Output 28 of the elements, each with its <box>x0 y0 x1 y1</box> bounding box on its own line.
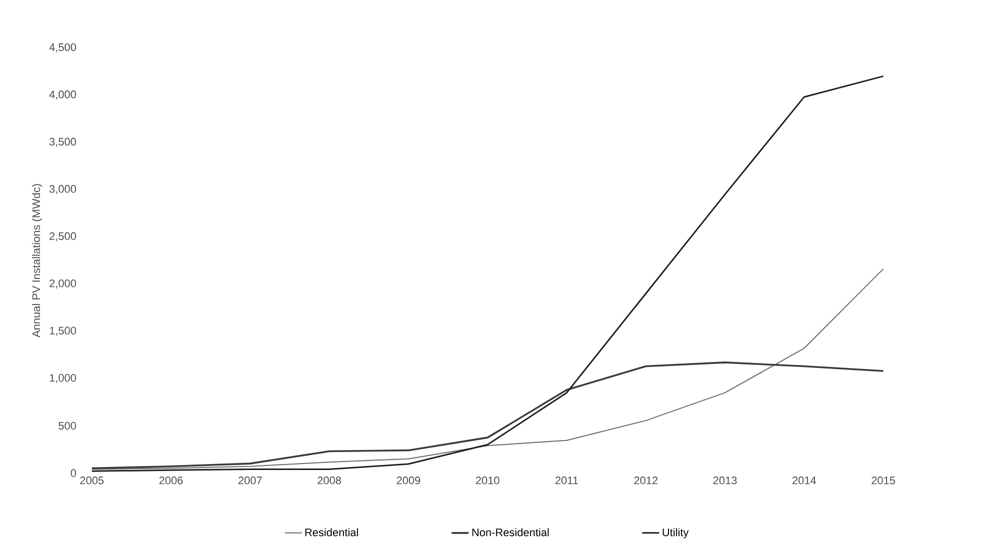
y-tick-label: 4,500 <box>49 43 76 52</box>
line-series <box>91 75 884 472</box>
y-tick-label: 4,000 <box>49 90 76 100</box>
x-tick-label: 2005 <box>80 476 104 484</box>
legend-label: Utility <box>662 528 689 538</box>
y-tick-label: 3,000 <box>49 185 76 194</box>
x-tick-label: 2007 <box>238 476 262 484</box>
line-series <box>90 362 884 470</box>
x-tick-label: 2013 <box>713 476 737 484</box>
legend-label: Residential <box>305 528 358 536</box>
x-tick-label: 2008 <box>318 476 341 484</box>
legend-label: Non-Residential <box>472 528 549 536</box>
y-tick-label: 500 <box>58 422 76 430</box>
y-tick-label: 0 <box>70 469 76 477</box>
y-tick-label: 2,500 <box>50 232 76 242</box>
x-tick-label: 2009 <box>396 476 420 484</box>
x-tick-label: 2012 <box>634 476 658 484</box>
y-tick-label: 1,500 <box>50 326 76 336</box>
y-tick-label: 1,000 <box>50 374 76 384</box>
line-series <box>91 268 884 470</box>
y-tick-label: 2,000 <box>50 280 76 289</box>
y-tick-label: 3,500 <box>49 138 76 147</box>
x-tick-label: 2006 <box>159 476 183 484</box>
x-tick-label: 2014 <box>792 476 816 484</box>
x-tick-label: 2010 <box>476 476 500 484</box>
x-tick-label: 2015 <box>872 476 896 484</box>
y-axis-title: Annual PV Installations (MWdc) <box>32 184 42 338</box>
x-tick-label: 2011 <box>555 476 578 484</box>
